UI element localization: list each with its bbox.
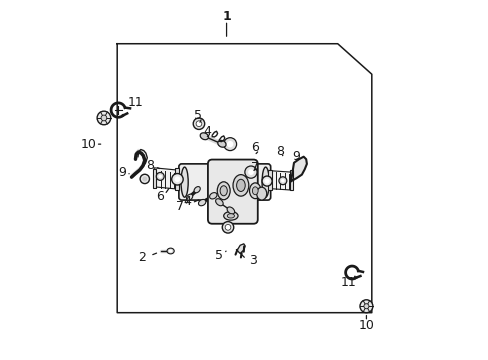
Text: 4: 4 [203, 125, 210, 138]
Ellipse shape [223, 138, 236, 150]
Text: 5: 5 [193, 109, 202, 122]
Text: 11: 11 [340, 276, 356, 289]
Ellipse shape [223, 212, 238, 220]
Ellipse shape [226, 207, 234, 214]
Ellipse shape [101, 115, 106, 121]
Ellipse shape [196, 121, 202, 127]
Bar [152, 169, 156, 188]
Ellipse shape [226, 141, 233, 147]
FancyBboxPatch shape [207, 159, 257, 224]
Text: 8: 8 [146, 159, 154, 172]
Ellipse shape [186, 194, 192, 200]
Ellipse shape [167, 248, 174, 254]
Ellipse shape [264, 179, 269, 184]
Bar [289, 170, 293, 190]
Ellipse shape [224, 225, 230, 230]
Ellipse shape [249, 183, 261, 199]
Polygon shape [131, 149, 144, 177]
Text: 3: 3 [249, 254, 257, 267]
Ellipse shape [217, 182, 230, 200]
Ellipse shape [215, 199, 223, 206]
Ellipse shape [168, 249, 172, 252]
Ellipse shape [262, 167, 269, 197]
Ellipse shape [359, 300, 372, 313]
Ellipse shape [363, 304, 368, 309]
Ellipse shape [222, 222, 233, 233]
Ellipse shape [194, 186, 200, 193]
Ellipse shape [278, 177, 286, 185]
Ellipse shape [256, 187, 266, 200]
Text: 9: 9 [118, 166, 125, 179]
Polygon shape [290, 157, 306, 181]
Text: 9: 9 [292, 150, 300, 163]
Ellipse shape [158, 175, 162, 178]
Ellipse shape [247, 169, 253, 175]
Text: 5: 5 [215, 249, 223, 262]
Text: 7: 7 [176, 201, 183, 213]
Ellipse shape [252, 187, 258, 195]
Ellipse shape [217, 140, 225, 147]
Bar [267, 170, 271, 190]
Ellipse shape [97, 111, 110, 125]
Bar [174, 168, 179, 190]
Text: 10: 10 [81, 138, 96, 150]
Ellipse shape [227, 214, 234, 218]
Ellipse shape [193, 118, 204, 130]
Text: 6: 6 [251, 141, 259, 154]
FancyBboxPatch shape [179, 164, 270, 200]
Ellipse shape [281, 179, 284, 183]
Ellipse shape [198, 199, 205, 206]
Text: 10: 10 [358, 319, 374, 332]
Text: 1: 1 [222, 10, 230, 23]
Ellipse shape [174, 176, 180, 182]
Ellipse shape [209, 193, 217, 199]
Ellipse shape [233, 175, 248, 196]
Ellipse shape [181, 167, 188, 197]
Polygon shape [154, 168, 176, 189]
Text: 4: 4 [183, 195, 191, 208]
Polygon shape [236, 244, 244, 253]
Text: 7: 7 [251, 161, 259, 174]
Ellipse shape [200, 133, 208, 140]
Text: 6: 6 [156, 190, 164, 203]
Polygon shape [269, 171, 290, 190]
Ellipse shape [220, 186, 227, 196]
Ellipse shape [236, 179, 244, 192]
Ellipse shape [262, 176, 271, 186]
Ellipse shape [244, 166, 257, 178]
Text: 8: 8 [276, 145, 284, 158]
Text: 2: 2 [138, 251, 146, 264]
Ellipse shape [156, 172, 164, 180]
Text: 11: 11 [127, 96, 142, 109]
Ellipse shape [171, 174, 183, 185]
Ellipse shape [140, 174, 149, 184]
Ellipse shape [142, 176, 147, 181]
